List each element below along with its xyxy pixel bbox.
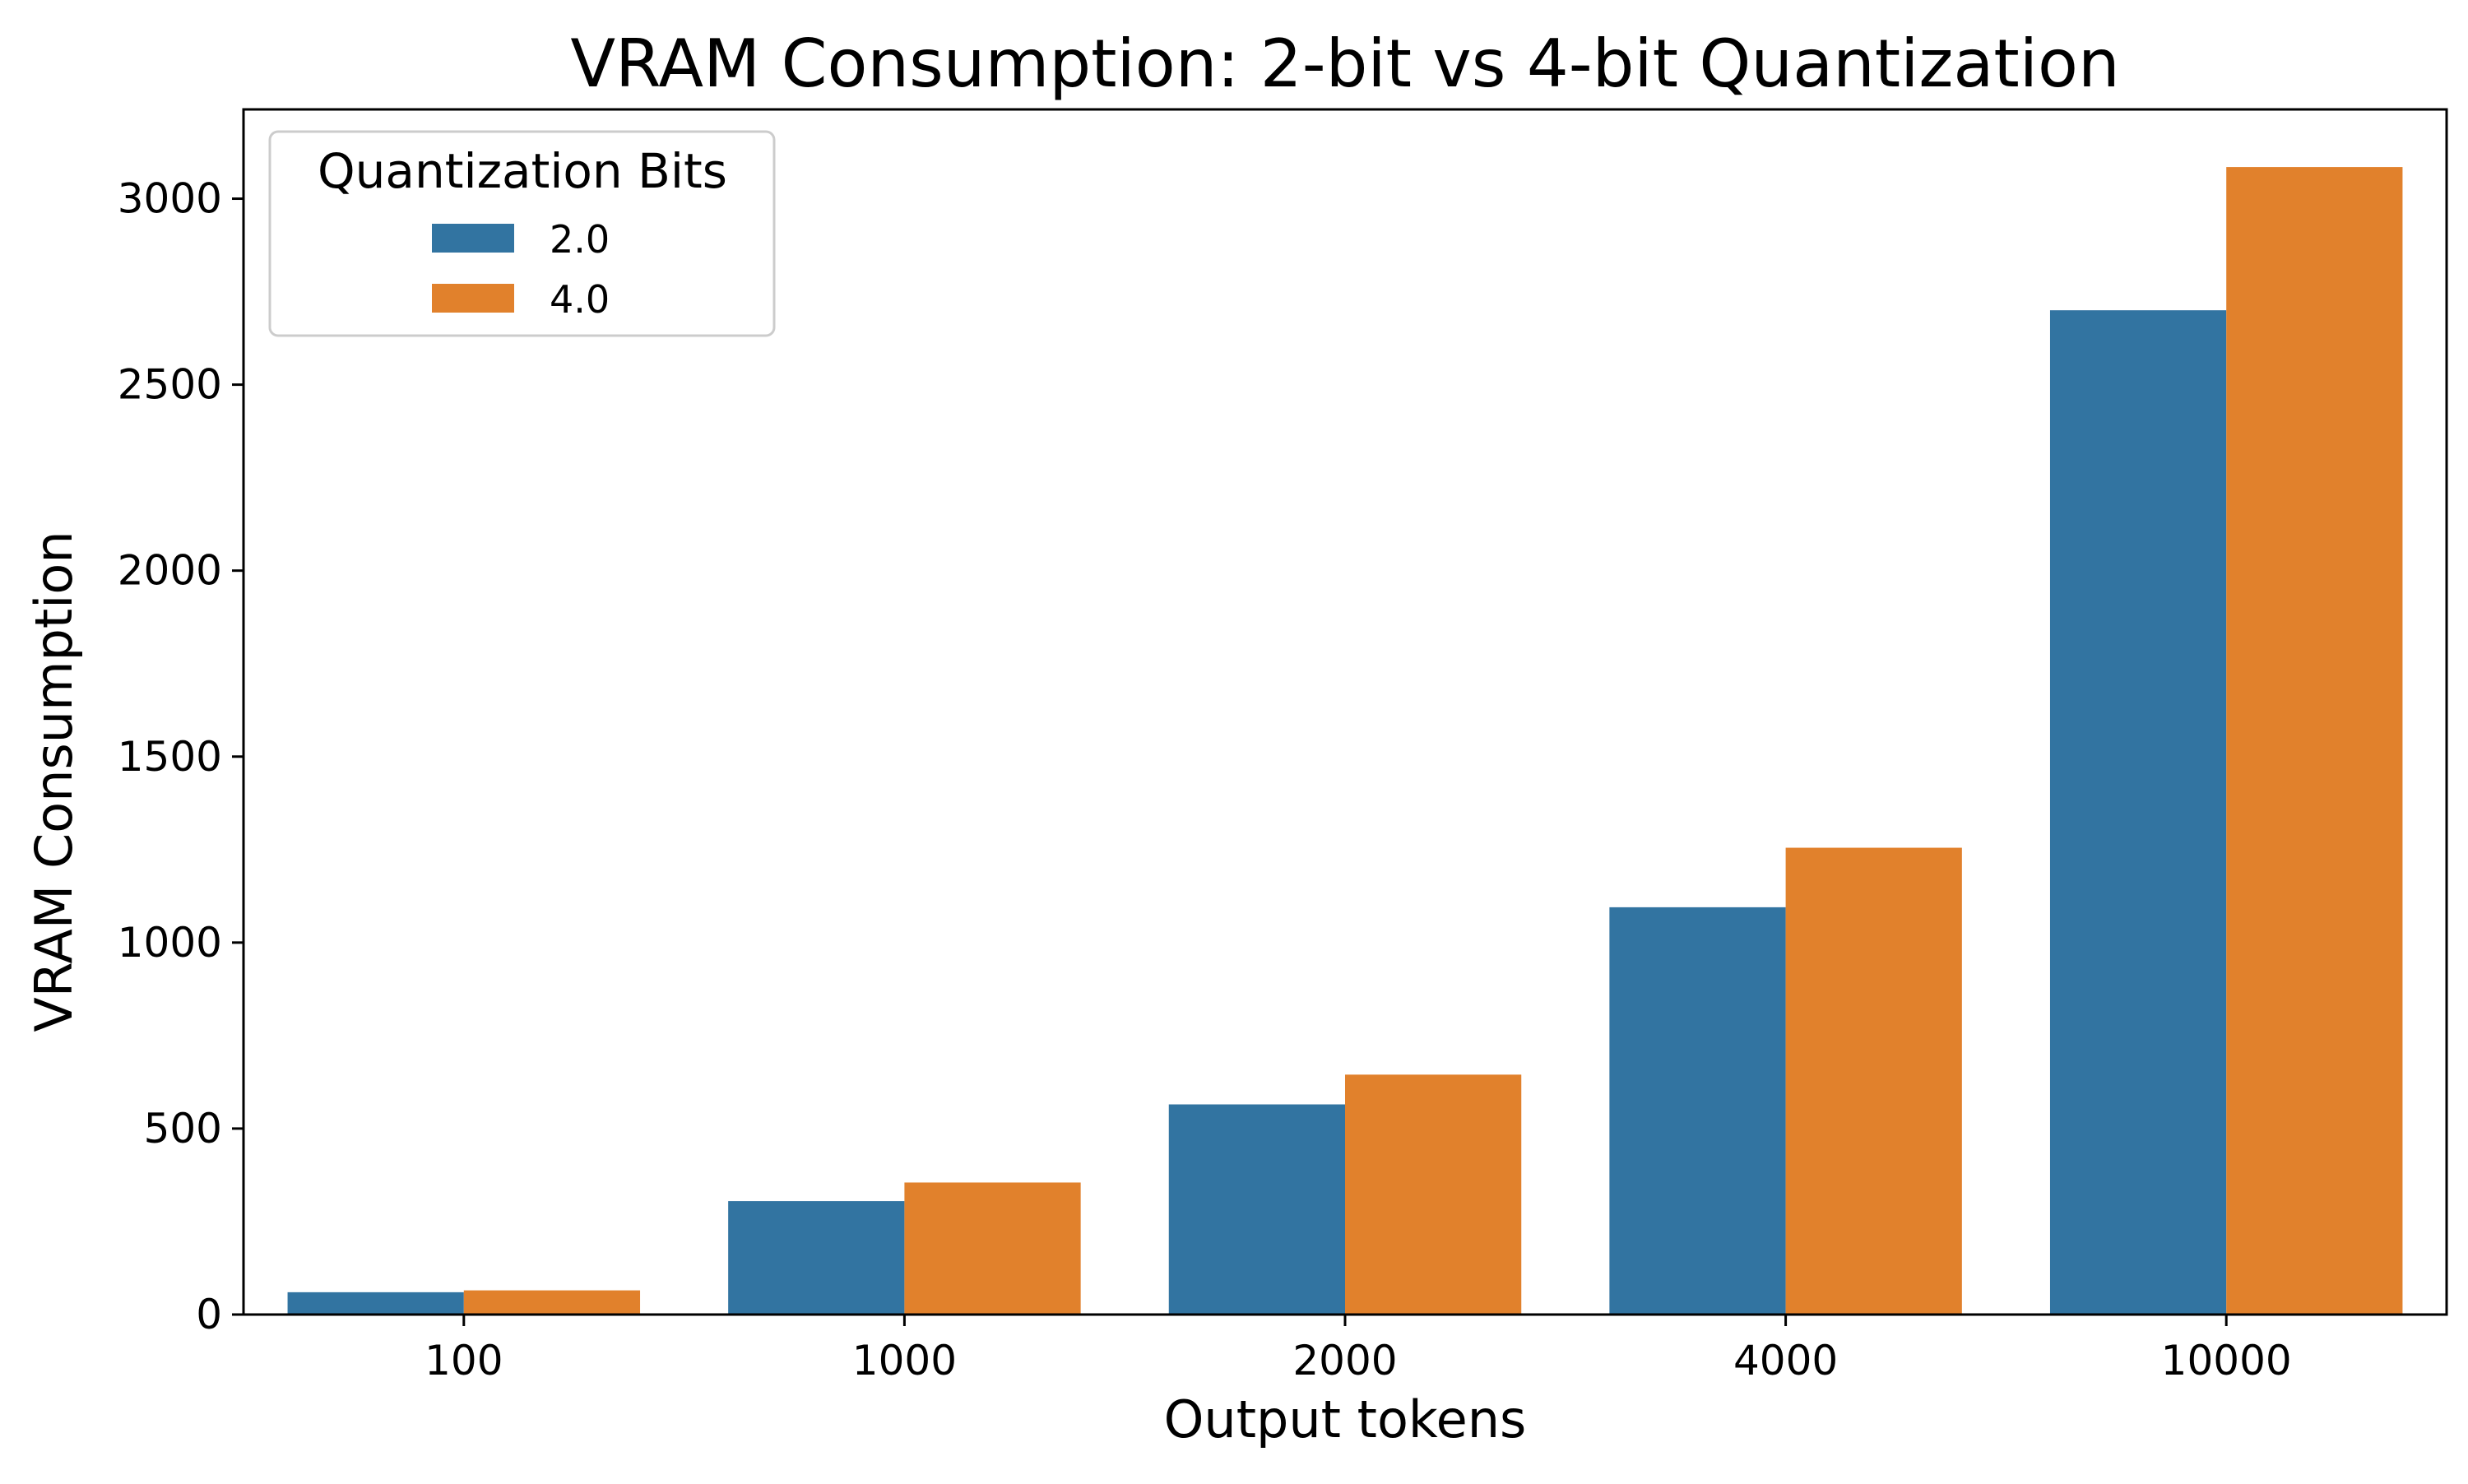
y-tick-label: 3000	[118, 175, 222, 223]
bar-2.0-4000	[1609, 907, 1786, 1315]
legend-label-4bit: 4.0	[550, 277, 610, 322]
legend: Quantization Bits 2.0 4.0	[268, 130, 776, 337]
x-axis-label: Output tokens	[1164, 1389, 1527, 1449]
legend-swatch-4bit	[432, 284, 514, 313]
legend-label-2bit: 2.0	[550, 217, 610, 262]
bar-4.0-4000	[1785, 847, 1962, 1315]
x-tick-label: 10000	[2161, 1337, 2292, 1384]
x-tick-label: 1000	[852, 1337, 957, 1384]
y-tick-label: 2000	[118, 547, 222, 595]
y-tick-label: 1500	[118, 733, 222, 781]
y-axis-label: VRAM Consumption	[24, 531, 84, 1032]
legend-title: Quantization Bits	[318, 143, 727, 199]
bar-4.0-2000	[1345, 1074, 1522, 1315]
bar-2.0-1000	[728, 1201, 905, 1315]
legend-frame	[268, 130, 776, 337]
y-tick-label: 500	[144, 1105, 222, 1152]
y-tick-label: 2500	[118, 361, 222, 409]
x-tick-label: 2000	[1292, 1337, 1397, 1384]
y-tick-label: 0	[196, 1291, 222, 1338]
bars-group	[287, 167, 2403, 1315]
chart-title: VRAM Consumption: 2-bit vs 4-bit Quantiz…	[570, 26, 2119, 102]
bar-4.0-10000	[2226, 167, 2403, 1315]
plot-frame	[242, 108, 2448, 1316]
x-tick-label: 4000	[1733, 1337, 1838, 1384]
bar-2.0-2000	[1168, 1104, 1345, 1315]
x-axis-ticks: 100 1000 2000 4000 10000	[424, 1315, 2292, 1384]
y-axis-ticks: 0 500 1000 1500 2000 2500 3000	[118, 175, 244, 1338]
bar-4.0-1000	[904, 1182, 1081, 1315]
legend-swatch-2bit	[432, 224, 514, 253]
bar-4.0-100	[463, 1290, 641, 1315]
bar-2.0-100	[287, 1292, 464, 1315]
bar-2.0-10000	[2049, 310, 2227, 1315]
x-tick-label: 100	[424, 1337, 503, 1384]
y-tick-label: 1000	[118, 919, 222, 967]
